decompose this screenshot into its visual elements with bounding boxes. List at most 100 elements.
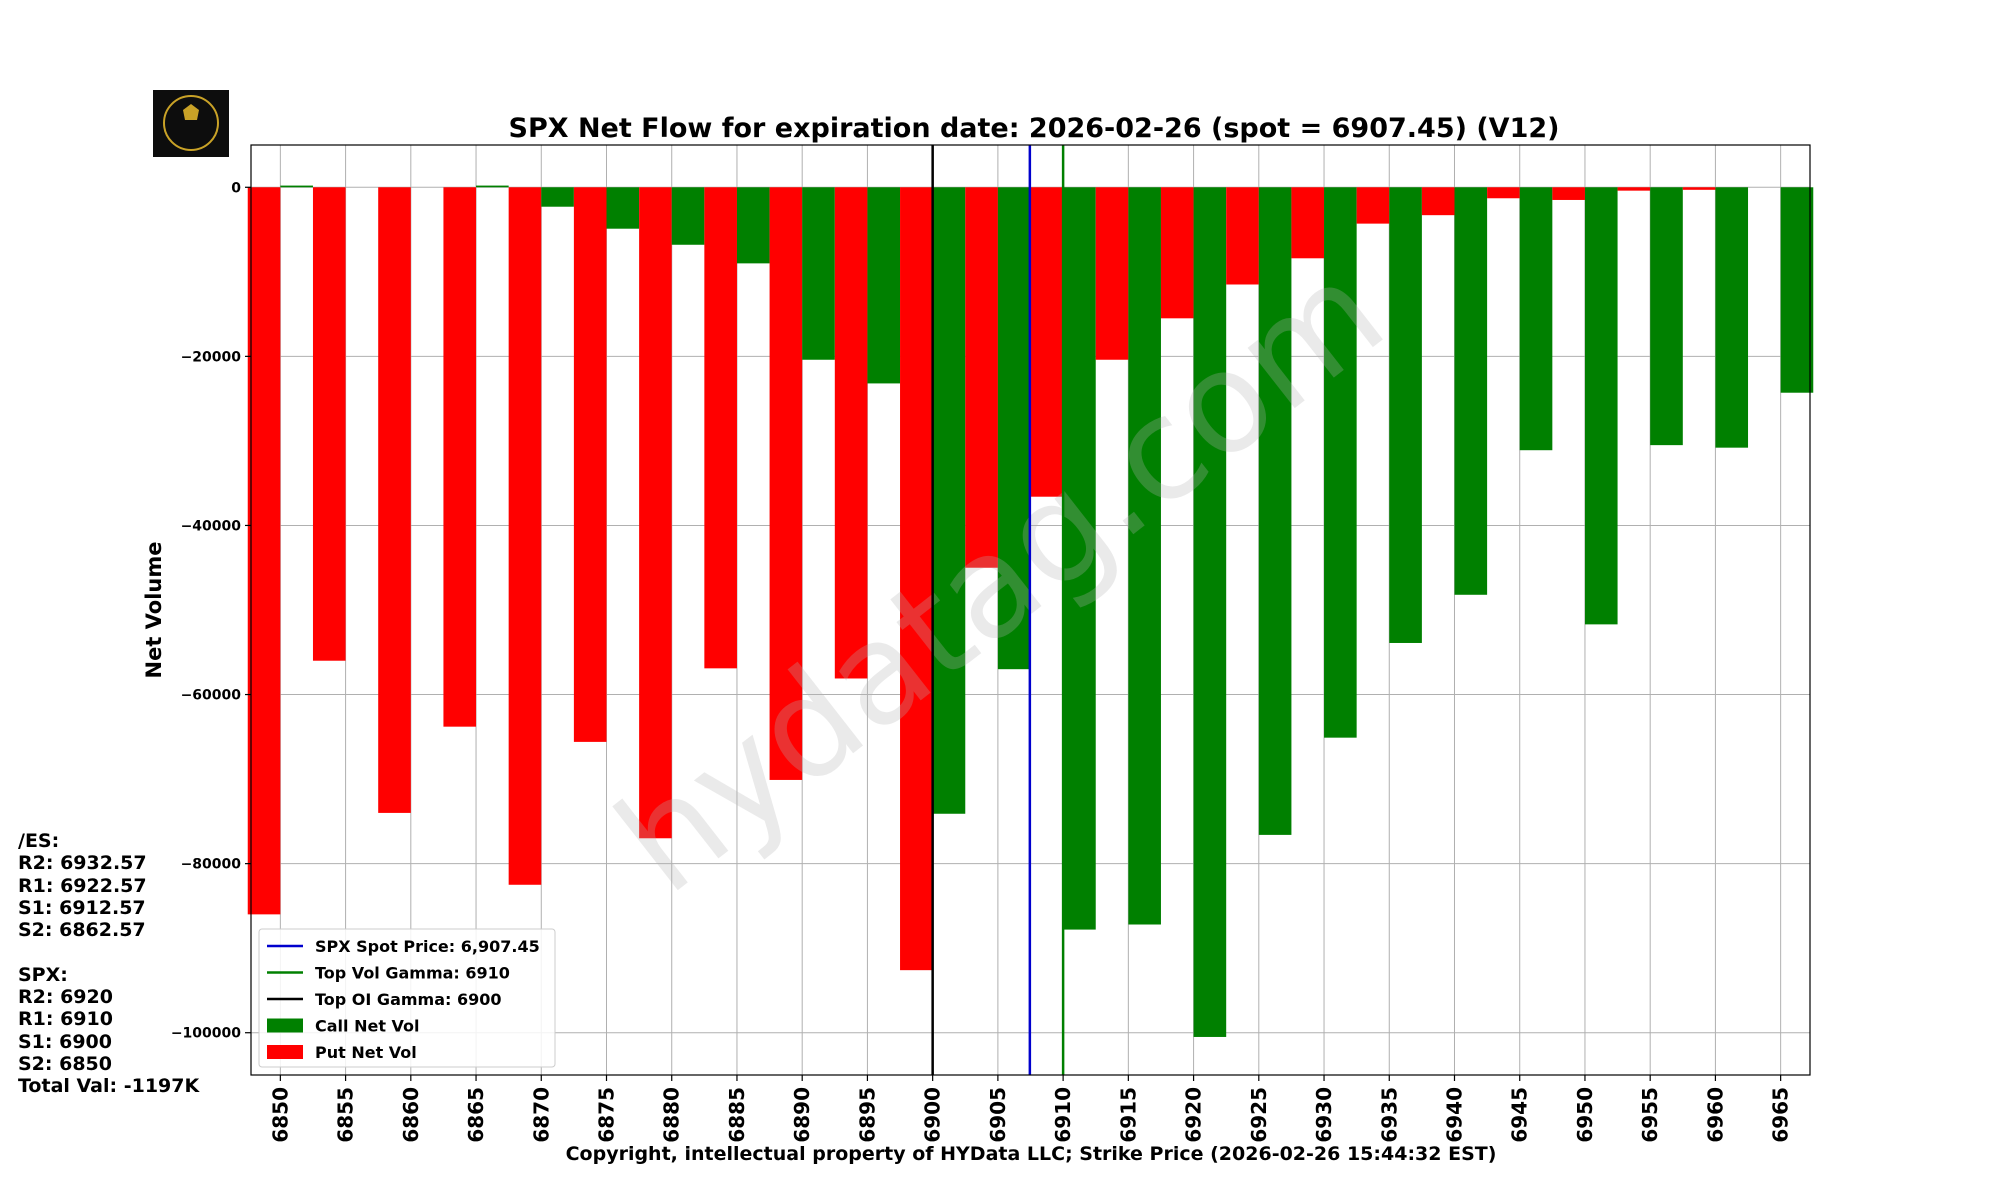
es-s2: S2: 6862.57 — [18, 919, 146, 942]
hydata-logo — [153, 90, 229, 157]
x-tick-label: 6885 — [725, 1087, 749, 1143]
x-tick-label: 6915 — [1116, 1087, 1140, 1143]
y-tick-label: 0 — [231, 180, 241, 196]
put-bar-6850 — [247, 187, 281, 915]
y-tick-label: −40000 — [181, 518, 242, 534]
total-value: Total Val: -1197K — [18, 1075, 200, 1098]
support-resistance-notes: /ES: R2: 6932.57 R1: 6922.57 S1: 6912.57… — [18, 830, 199, 1098]
put-bar-6940 — [1421, 187, 1455, 216]
x-tick-label: 6945 — [1508, 1087, 1532, 1143]
x-tick-label: 6920 — [1182, 1087, 1206, 1143]
spx-s1: S1: 6900 — [18, 1030, 112, 1053]
es-header: /ES: — [18, 830, 60, 852]
call-bar-6935 — [1389, 187, 1422, 643]
spx-header: SPX: — [18, 963, 68, 986]
y-tick-label: −60000 — [181, 688, 242, 704]
put-bar-6955 — [1617, 187, 1651, 191]
call-bar-6965 — [1780, 187, 1814, 393]
put-bar-6875 — [573, 187, 607, 742]
put-bar-6855 — [312, 187, 346, 661]
legend-box — [258, 928, 556, 1068]
put-bar-6885 — [704, 187, 737, 669]
call-bar-6940 — [1454, 187, 1488, 595]
call-bar-6945 — [1519, 187, 1553, 451]
plot-frame — [250, 144, 1811, 1076]
call-bar-6950 — [1584, 187, 1618, 625]
legend: SPX Spot Price: 6,907.45 Top Vol Gamma: 6… — [258, 928, 556, 1068]
put-bar-6900 — [900, 187, 933, 971]
call-bar-6920 — [1193, 187, 1227, 1037]
put-bar-6895 — [834, 187, 868, 679]
x-tick-label: 6875 — [595, 1087, 619, 1143]
spacer — [18, 941, 199, 963]
legend-label-0: SPX Spot Price: 6,907.45 — [315, 937, 540, 956]
chart-title: SPX Net Flow for expiration date: 2026-0… — [509, 113, 1560, 144]
call-bar-6930 — [1324, 187, 1357, 738]
x-tick-label: 6860 — [399, 1087, 423, 1143]
call-bar-6875 — [606, 187, 640, 229]
put-bar-6920 — [1160, 187, 1194, 319]
call-bar-6850 — [280, 185, 313, 188]
es-r1: R1: 6922.57 — [18, 874, 147, 897]
put-bar-6860 — [378, 187, 411, 813]
logo-emblem-icon — [163, 95, 219, 151]
x-tick-label: 6925 — [1247, 1087, 1271, 1143]
call-bar-6885 — [736, 187, 770, 264]
put-bar-6930 — [1291, 187, 1325, 259]
call-bar-6865 — [476, 185, 509, 188]
put-bar-6945 — [1487, 187, 1520, 199]
bars — [247, 185, 1814, 1037]
legend-swatch-3 — [267, 1018, 303, 1033]
y-tick-label: −80000 — [181, 857, 242, 873]
legend-label-1: Top Vol Gamma: 6910 — [315, 964, 510, 983]
call-bar-6955 — [1650, 187, 1683, 446]
legend-label-3: Call Net Vol — [315, 1017, 420, 1036]
call-bar-6900 — [932, 187, 966, 814]
x-tick-label: 6955 — [1638, 1087, 1662, 1143]
legend-swatch-4 — [267, 1045, 303, 1059]
x-axis: 6850 6855 6860 6865 6870 6875 6880 6885 6890 6895… — [268, 1075, 1793, 1143]
legend-label-4: Put Net Vol — [315, 1043, 417, 1062]
x-tick-label: 6855 — [334, 1087, 358, 1143]
spx-s2: S2: 6850 — [18, 1052, 112, 1075]
es-r2: R2: 6932.57 — [18, 852, 147, 875]
x-tick-label: 6905 — [986, 1087, 1010, 1143]
x-axis-label: Copyright, intellectual property of HYDa… — [566, 1143, 1497, 1165]
y-axis-label: Net Volume — [142, 542, 166, 679]
call-bar-6960 — [1715, 187, 1749, 448]
y-tick-label: −20000 — [181, 349, 242, 365]
put-bar-6905 — [965, 187, 998, 568]
x-tick-label: 6935 — [1377, 1087, 1401, 1143]
spx-r1: R1: 6910 — [18, 1008, 113, 1031]
call-bar-6895 — [867, 187, 901, 384]
y-tick-label: −100000 — [171, 1026, 241, 1042]
x-tick-label: 6890 — [790, 1087, 814, 1143]
put-bar-6925 — [1226, 187, 1259, 285]
x-tick-label: 6900 — [921, 1087, 945, 1143]
put-bar-6910 — [1030, 187, 1064, 497]
call-bar-6870 — [541, 187, 574, 207]
call-bar-6910 — [1063, 187, 1096, 930]
x-tick-label: 6880 — [660, 1087, 684, 1143]
x-tick-label: 6965 — [1769, 1087, 1793, 1143]
reference-lines — [931, 145, 1065, 1075]
legend-label-2: Top OI Gamma: 6900 — [315, 990, 502, 1009]
call-bar-6905 — [997, 187, 1031, 670]
put-bar-6865 — [443, 187, 477, 727]
x-tick-label: 6950 — [1573, 1087, 1597, 1143]
put-bar-6960 — [1682, 187, 1716, 190]
call-bar-6925 — [1258, 187, 1292, 835]
es-s1: S1: 6912.57 — [18, 896, 146, 919]
put-bar-6880 — [639, 187, 672, 839]
put-bar-6890 — [769, 187, 803, 780]
x-tick-label: 6910 — [1051, 1087, 1075, 1143]
call-bar-6890 — [802, 187, 835, 360]
put-bar-6915 — [1095, 187, 1129, 360]
call-bar-6880 — [671, 187, 705, 245]
put-bar-6950 — [1552, 187, 1585, 200]
x-tick-label: 6895 — [855, 1087, 879, 1143]
x-tick-label: 6850 — [268, 1087, 292, 1143]
put-bar-6870 — [508, 187, 542, 885]
y-axis: 0 −20000 −40000 −60000 −80000 −100000 — [171, 180, 251, 1042]
